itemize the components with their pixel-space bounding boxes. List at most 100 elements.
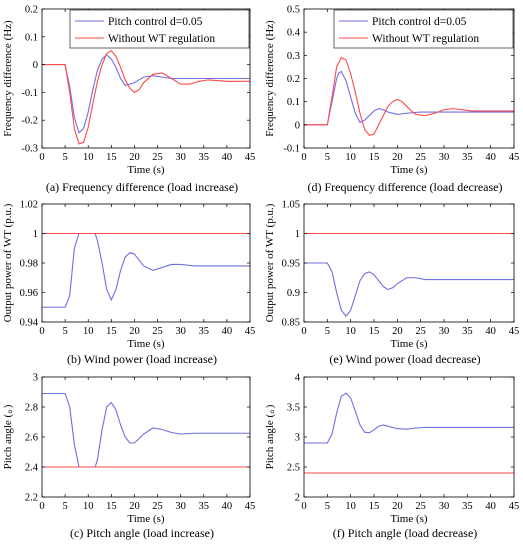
y-tick-label: 0.3 [287, 51, 300, 62]
x-axis-label: Time (s) [127, 164, 165, 176]
x-tick-label: 10 [83, 326, 94, 337]
x-tick-label: 15 [369, 501, 380, 512]
y-axis-label: Output power of WT (p.u.) [2, 203, 14, 322]
panel-caption: (d) Frequency difference (load decrease) [308, 180, 503, 194]
y-tick-label: 2.6 [25, 433, 38, 444]
y-tick-label: 0.5 [287, 5, 300, 16]
x-tick-label: 25 [415, 152, 426, 163]
x-tick-label: 40 [485, 501, 496, 512]
y-tick-label: 3.5 [287, 403, 300, 414]
y-tick-label: 2.5 [287, 463, 300, 474]
plot-frame [303, 203, 515, 323]
x-tick-label: 25 [152, 326, 163, 337]
x-axis-label: Time (s) [127, 513, 165, 525]
x-tick-label: 0 [301, 326, 306, 337]
x-tick-label: 30 [439, 152, 450, 163]
y-tick-label: 1 [33, 229, 38, 240]
x-tick-label: 0 [301, 501, 306, 512]
legend-entry: Without WT regulation [372, 33, 479, 45]
legend-box [333, 9, 514, 49]
y-tick-label: 4 [295, 373, 301, 384]
y-tick-label: 0.96 [20, 288, 38, 299]
y-tick-label: 0.9 [287, 288, 300, 299]
y-axis-label: Frequency difference (Hz) [2, 20, 14, 137]
y-axis-label: Pitch angle (。) [264, 404, 276, 469]
x-tick-label: 40 [485, 326, 496, 337]
y-tick-label: 0.2 [287, 74, 300, 85]
chart-panel-b: 0 5 10 15 20 25 30 35 40 45 0.94 0.96 0.98 1 1.02 Time … [2, 200, 255, 367]
series-line-pitch-control [304, 262, 514, 317]
legend-entry: Pitch control d=0.05 [108, 16, 203, 28]
legend-entry: Pitch control d=0.05 [372, 16, 467, 28]
x-tick-label: 45 [245, 501, 256, 512]
x-tick-label: 25 [152, 501, 163, 512]
x-tick-label: 35 [462, 326, 473, 337]
x-tick-label: 5 [62, 501, 67, 512]
legend-entry: Without WT regulation [108, 33, 215, 45]
x-tick-label: 20 [129, 152, 140, 163]
x-axis-label: Time (s) [390, 338, 428, 350]
series-line-pitch-control [304, 392, 514, 444]
x-tick-label: 20 [392, 152, 403, 163]
x-tick-label: 10 [83, 501, 94, 512]
panel-caption: (b) Wind power (load increase) [67, 352, 217, 366]
x-tick-label: 45 [509, 326, 520, 337]
x-tick-label: 45 [509, 501, 520, 512]
legend: Pitch control d=0.05 Without WT regulatio… [69, 9, 250, 49]
y-tick-label: -0.3 [21, 144, 38, 155]
x-tick-label: 40 [222, 152, 233, 163]
x-tick-label: 20 [129, 501, 140, 512]
chart-panel-a: 0 5 10 15 20 25 30 35 40 45 -0.3 -0.2 -0.1 0 0.1 0.2 Tim… [2, 5, 255, 195]
y-tick-label: 0 [33, 60, 38, 71]
x-tick-label: 20 [392, 501, 403, 512]
x-tick-label: 0 [39, 152, 44, 163]
x-tick-label: 45 [245, 152, 256, 163]
y-tick-label: 0.1 [287, 97, 300, 108]
x-tick-label: 0 [39, 501, 44, 512]
chart-panel-d: 0 5 10 15 20 25 30 35 40 45-0.100.10.20.30.40.5Ti… [264, 5, 519, 195]
x-tick-label: 40 [222, 501, 233, 512]
panel-caption: (f) Pitch angle (load decrease) [333, 526, 478, 540]
y-axis-label: Frequency difference (Hz) [264, 20, 276, 137]
series-line-pitch-control [304, 70, 514, 126]
x-tick-label: 10 [345, 326, 356, 337]
x-tick-label: 15 [106, 501, 117, 512]
x-tick-label: 5 [62, 152, 67, 163]
y-tick-label: 0 [295, 120, 300, 131]
y-tick-label: 1.05 [282, 200, 300, 211]
y-axis-label: Output power of WT (p.u.) [264, 203, 276, 322]
plot-frame [303, 376, 515, 498]
x-tick-label: 10 [83, 152, 94, 163]
x-tick-label: 10 [345, 152, 356, 163]
x-axis-label: Time (s) [390, 164, 428, 176]
x-tick-label: 0 [301, 152, 306, 163]
x-tick-label: 15 [369, 152, 380, 163]
series-line-pitch-control [42, 232, 250, 308]
x-tick-label: 30 [175, 326, 186, 337]
y-tick-label: 2 [295, 493, 300, 504]
y-tick-label: 1 [295, 229, 300, 240]
x-tick-label: 5 [325, 326, 330, 337]
x-tick-label: 45 [509, 152, 520, 163]
x-tick-label: 25 [415, 326, 426, 337]
chart-panel-e: 0 5 10 15 20 25 30 35 40 45 0.85 0.9 0.95 1 1.05 Time (… [264, 200, 519, 367]
chart-panel-f: 0 5 10 15 20 25 30 35 40 45 2 2.5 3 3.5 4 Time (s) Pitch… [264, 373, 519, 541]
series-line-pitch-control [42, 392, 250, 468]
series-line-without-wt-regulation [304, 56, 514, 136]
series-line-without-wt-regulation [42, 49, 250, 145]
x-tick-label: 25 [415, 501, 426, 512]
x-tick-label: 20 [129, 326, 140, 337]
y-tick-label: -0.1 [283, 144, 300, 155]
chart-panel-c: 0 5 10 15 20 25 30 35 40 45 2.2 2.4 2.6 2.8 3 Time (s) P… [2, 373, 255, 541]
x-tick-label: 25 [152, 152, 163, 163]
x-tick-label: 10 [345, 501, 356, 512]
y-tick-label: 0.1 [25, 32, 38, 43]
y-tick-label: 0.85 [282, 318, 300, 329]
x-tick-label: 35 [462, 501, 473, 512]
x-tick-label: 35 [199, 501, 210, 512]
x-tick-label: 0 [39, 326, 44, 337]
x-tick-label: 15 [106, 152, 117, 163]
y-tick-label: 2.2 [25, 493, 38, 504]
x-tick-label: 20 [392, 326, 403, 337]
